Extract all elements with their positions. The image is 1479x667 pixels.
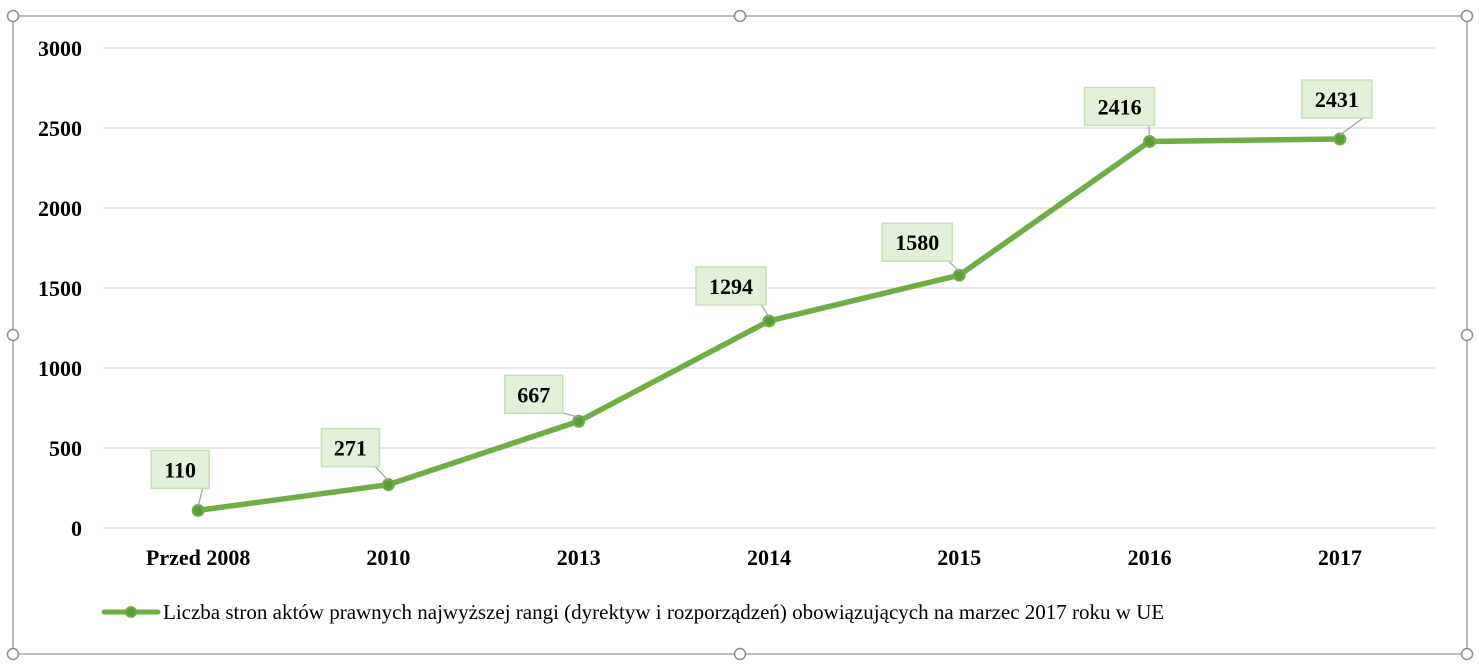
- data-point: [952, 268, 966, 282]
- resize-handle[interactable]: [1460, 647, 1474, 661]
- resize-handle[interactable]: [1460, 9, 1474, 23]
- data-point: [572, 414, 586, 428]
- data-point: [762, 314, 776, 328]
- data-label: 667: [517, 382, 550, 407]
- resize-handle[interactable]: [6, 9, 20, 23]
- legend-marker-swatch: [125, 606, 137, 618]
- data-label-box: [1083, 86, 1156, 127]
- data-point: [1143, 134, 1157, 148]
- x-axis-ticks: Przed 2008 2010 2013 2014 2015 2016 2017: [146, 545, 1362, 570]
- resize-handle[interactable]: [1460, 328, 1474, 342]
- data-point: [191, 503, 205, 517]
- data-point: [381, 478, 395, 492]
- data-label-box: [503, 374, 564, 415]
- data-label-box: [695, 266, 767, 306]
- x-tick-label: 2010: [366, 545, 410, 570]
- x-tick-label: 2015: [937, 545, 981, 570]
- data-label: 2416: [1098, 94, 1142, 119]
- data-label-box: [881, 222, 954, 262]
- y-tick-label: 500: [49, 436, 82, 461]
- resize-handle[interactable]: [733, 647, 747, 661]
- data-label: 271: [334, 436, 367, 461]
- gridlines: [103, 47, 1435, 529]
- x-tick-label: Przed 2008: [146, 545, 250, 570]
- data-label: 1294: [709, 274, 753, 299]
- leader-line: [197, 486, 204, 507]
- y-axis-ticks: 0 500 1000 1500 2000 2500 3000: [38, 36, 82, 541]
- data-label: 110: [164, 457, 196, 482]
- data-label-box: [150, 449, 210, 490]
- data-label-box: [1301, 79, 1373, 119]
- resize-handle[interactable]: [6, 647, 20, 661]
- x-tick-label: 2013: [557, 545, 601, 570]
- data-label: 2431: [1315, 87, 1359, 112]
- leader-line: [1339, 115, 1367, 136]
- y-tick-label: 2000: [38, 196, 82, 221]
- series-line: [191, 132, 1347, 517]
- x-tick-label: 2014: [747, 545, 791, 570]
- y-tick-label: 3000: [38, 36, 82, 61]
- y-tick-label: 0: [71, 516, 82, 541]
- resize-handle[interactable]: [733, 9, 747, 23]
- legend-label: Liczba stron aktów prawnych najwyższej r…: [163, 600, 1164, 624]
- data-label-box: [320, 427, 381, 468]
- data-point: [1333, 132, 1347, 146]
- legend: Liczba stron aktów prawnych najwyższej r…: [101, 600, 1164, 624]
- resize-handle[interactable]: [6, 328, 20, 342]
- data-label: 1580: [895, 230, 939, 255]
- chart-frame: [6, 9, 1474, 661]
- y-tick-label: 2500: [38, 116, 82, 141]
- x-tick-label: 2016: [1128, 545, 1172, 570]
- y-tick-label: 1000: [38, 356, 82, 381]
- data-labels: 110 271 667 1294 1580 2416 2431: [150, 79, 1373, 507]
- y-tick-label: 1500: [38, 276, 82, 301]
- x-tick-label: 2017: [1318, 545, 1362, 570]
